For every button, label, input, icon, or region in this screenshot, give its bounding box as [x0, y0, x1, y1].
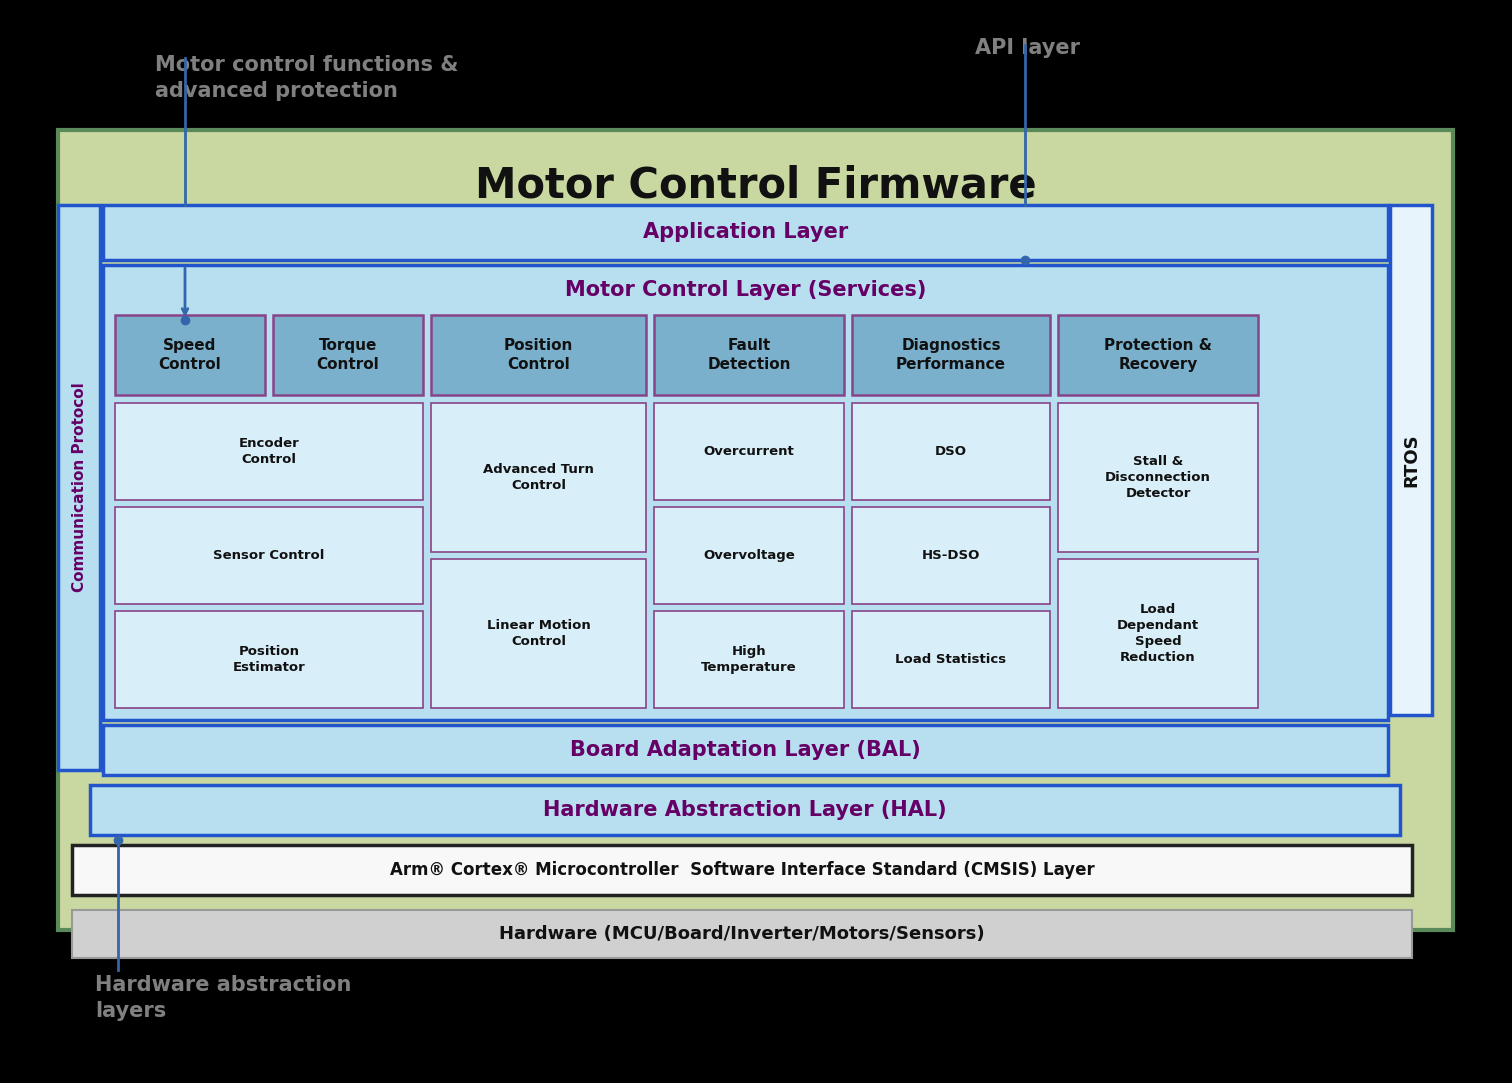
Text: High
Temperature: High Temperature — [702, 645, 797, 674]
Text: Position
Control: Position Control — [503, 338, 573, 371]
Text: Application Layer: Application Layer — [643, 222, 848, 243]
Text: API layer: API layer — [975, 38, 1080, 58]
Bar — [103, 265, 1388, 720]
Text: Diagnostics
Performance: Diagnostics Performance — [897, 338, 1005, 371]
Bar — [431, 559, 646, 708]
Text: Protection &
Recovery: Protection & Recovery — [1104, 338, 1213, 371]
Bar — [57, 130, 1453, 930]
Bar — [1058, 315, 1258, 395]
Text: Load Statistics: Load Statistics — [895, 653, 1007, 666]
Text: Position
Estimator: Position Estimator — [233, 645, 305, 674]
Text: Advanced Turn
Control: Advanced Turn Control — [482, 464, 594, 492]
Bar — [851, 403, 1049, 500]
Bar — [274, 315, 423, 395]
Bar — [115, 507, 423, 604]
Text: Fault
Detection: Fault Detection — [708, 338, 791, 371]
Text: Hardware (MCU/Board/Inverter/Motors/Sensors): Hardware (MCU/Board/Inverter/Motors/Sens… — [499, 925, 984, 943]
Text: Motor Control Layer (Services): Motor Control Layer (Services) — [565, 280, 927, 300]
Bar — [655, 403, 844, 500]
Bar — [431, 315, 646, 395]
Text: Communication Protocol: Communication Protocol — [71, 382, 86, 592]
Bar — [57, 205, 100, 770]
Bar — [851, 315, 1049, 395]
Text: DSO: DSO — [934, 445, 968, 458]
Bar — [655, 507, 844, 604]
Bar — [73, 845, 1412, 895]
Bar — [1058, 403, 1258, 552]
Bar — [115, 315, 265, 395]
Bar — [115, 611, 423, 708]
Text: RTOS: RTOS — [1402, 433, 1420, 487]
Bar — [851, 507, 1049, 604]
Text: Sensor Control: Sensor Control — [213, 549, 325, 562]
Text: Load
Dependant
Speed
Reduction: Load Dependant Speed Reduction — [1117, 603, 1199, 664]
Text: Overcurrent: Overcurrent — [703, 445, 794, 458]
Bar — [103, 725, 1388, 775]
Text: Hardware abstraction
layers: Hardware abstraction layers — [95, 975, 351, 1021]
Text: Arm® Cortex® Microcontroller  Software Interface Standard (CMSIS) Layer: Arm® Cortex® Microcontroller Software In… — [390, 861, 1095, 879]
Bar — [851, 611, 1049, 708]
Bar — [103, 205, 1388, 260]
Text: Motor Control Firmware: Motor Control Firmware — [475, 164, 1036, 206]
Text: Encoder
Control: Encoder Control — [239, 438, 299, 466]
Text: Overvoltage: Overvoltage — [703, 549, 795, 562]
Bar — [73, 910, 1412, 958]
Bar — [431, 403, 646, 552]
Bar — [1390, 205, 1432, 715]
Text: Motor control functions &
advanced protection: Motor control functions & advanced prote… — [156, 55, 458, 102]
Bar — [115, 403, 423, 500]
Bar — [1058, 559, 1258, 708]
Text: Stall &
Disconnection
Detector: Stall & Disconnection Detector — [1105, 455, 1211, 500]
Bar — [91, 785, 1400, 835]
Text: Linear Motion
Control: Linear Motion Control — [487, 619, 590, 648]
Bar — [655, 315, 844, 395]
Text: HS-DSO: HS-DSO — [922, 549, 980, 562]
Bar — [655, 611, 844, 708]
Text: Hardware Abstraction Layer (HAL): Hardware Abstraction Layer (HAL) — [543, 800, 947, 820]
Text: Speed
Control: Speed Control — [159, 338, 221, 371]
Text: Torque
Control: Torque Control — [316, 338, 380, 371]
Text: Board Adaptation Layer (BAL): Board Adaptation Layer (BAL) — [570, 740, 921, 760]
